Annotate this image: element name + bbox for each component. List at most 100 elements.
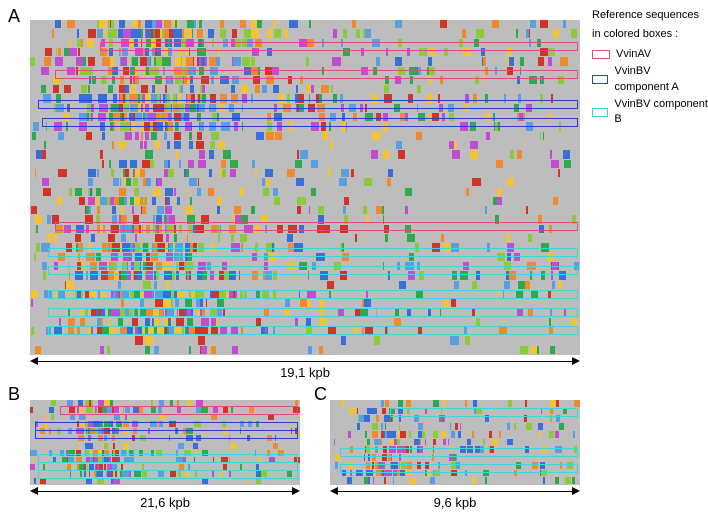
alignment-segment [59,318,62,326]
alignment-segment [472,431,474,438]
alignment-segment [528,234,532,242]
alignment-segment [231,234,233,242]
alignment-segment [553,197,558,205]
alignment-segment [100,346,103,354]
alignment-segment [364,299,371,307]
alignment-segment [119,197,124,205]
alignment-segment [162,57,170,65]
alignment-segment [230,150,231,158]
alignment-segment [140,141,142,149]
read-row [330,477,580,484]
alignment-segment [296,85,298,93]
legend-row: VvinAV [592,47,708,62]
alignment-segment [508,400,513,407]
scale-arrow-right-icon [572,487,580,495]
alignment-segment [165,206,171,214]
alignment-segment [108,29,116,37]
alignment-segment [174,188,176,196]
alignment-segment [390,431,396,438]
alignment-segment [267,29,272,37]
alignment-segment [462,29,466,37]
alignment-segment [145,318,150,326]
alignment-segment [387,178,391,186]
alignment-segment [372,132,380,140]
alignment-segment [144,141,146,149]
alignment-segment [540,132,541,140]
scale-bar [38,361,572,362]
read-row [30,346,580,354]
alignment-segment [190,197,192,205]
alignment-segment [99,20,107,28]
alignment-segment [549,431,555,438]
alignment-segment [189,178,197,186]
alignment-segment [187,234,188,242]
alignment-segment [121,57,128,65]
alignment-segment [491,439,498,446]
alignment-panel-a [30,20,580,355]
alignment-segment [321,85,329,93]
alignment-segment [190,85,193,93]
read-row [30,178,580,186]
alignment-segment [208,188,214,196]
alignment-segment [252,160,255,168]
alignment-segment [167,197,170,205]
alignment-segment [255,169,256,177]
alignment-segment [256,132,264,140]
scale-label: 19,1 kpb [30,365,580,380]
alignment-segment [132,318,139,326]
alignment-segment [450,423,452,430]
alignment-segment [507,439,513,446]
alignment-segment [509,57,514,65]
alignment-segment [55,57,63,65]
alignment-segment [31,299,33,307]
alignment-segment [525,400,527,407]
scale-arrow-left-icon [30,357,38,365]
alignment-segment [409,477,416,484]
alignment-segment [530,20,536,28]
read-row [30,85,580,93]
alignment-segment [448,439,450,446]
alignment-segment [135,234,137,242]
alignment-segment [155,141,160,149]
alignment-segment [110,20,111,28]
alignment-segment [119,188,125,196]
read-row [30,197,580,205]
reference-box [35,430,298,439]
read-row [330,439,580,446]
alignment-segment [197,29,202,37]
read-row [30,443,300,449]
alignment-segment [382,206,383,214]
alignment-segment [384,477,386,484]
alignment-segment [118,141,126,149]
alignment-segment [357,423,360,430]
alignment-segment [428,57,432,65]
alignment-segment [34,478,36,484]
alignment-segment [306,57,309,65]
alignment-segment [164,132,167,140]
alignment-segment [506,234,511,242]
alignment-segment [143,281,151,289]
alignment-segment [174,141,181,149]
alignment-segment [399,423,400,430]
alignment-segment [176,150,179,158]
alignment-segment [309,206,310,214]
reference-box [42,118,578,127]
alignment-segment [86,132,91,140]
alignment-segment [241,85,248,93]
reference-box [340,464,578,473]
alignment-segment [58,169,66,177]
alignment-segment [104,443,108,449]
alignment-segment [179,160,181,168]
alignment-segment [492,20,499,28]
alignment-segment [155,299,163,307]
alignment-segment [262,178,265,186]
alignment-segment [75,188,82,196]
alignment-segment [374,336,380,344]
alignment-segment [265,169,273,177]
alignment-segment [79,197,84,205]
alignment-segment [135,57,138,65]
alignment-segment [211,132,219,140]
alignment-segment [113,443,116,449]
reference-box [38,470,298,479]
alignment-segment [222,169,226,177]
